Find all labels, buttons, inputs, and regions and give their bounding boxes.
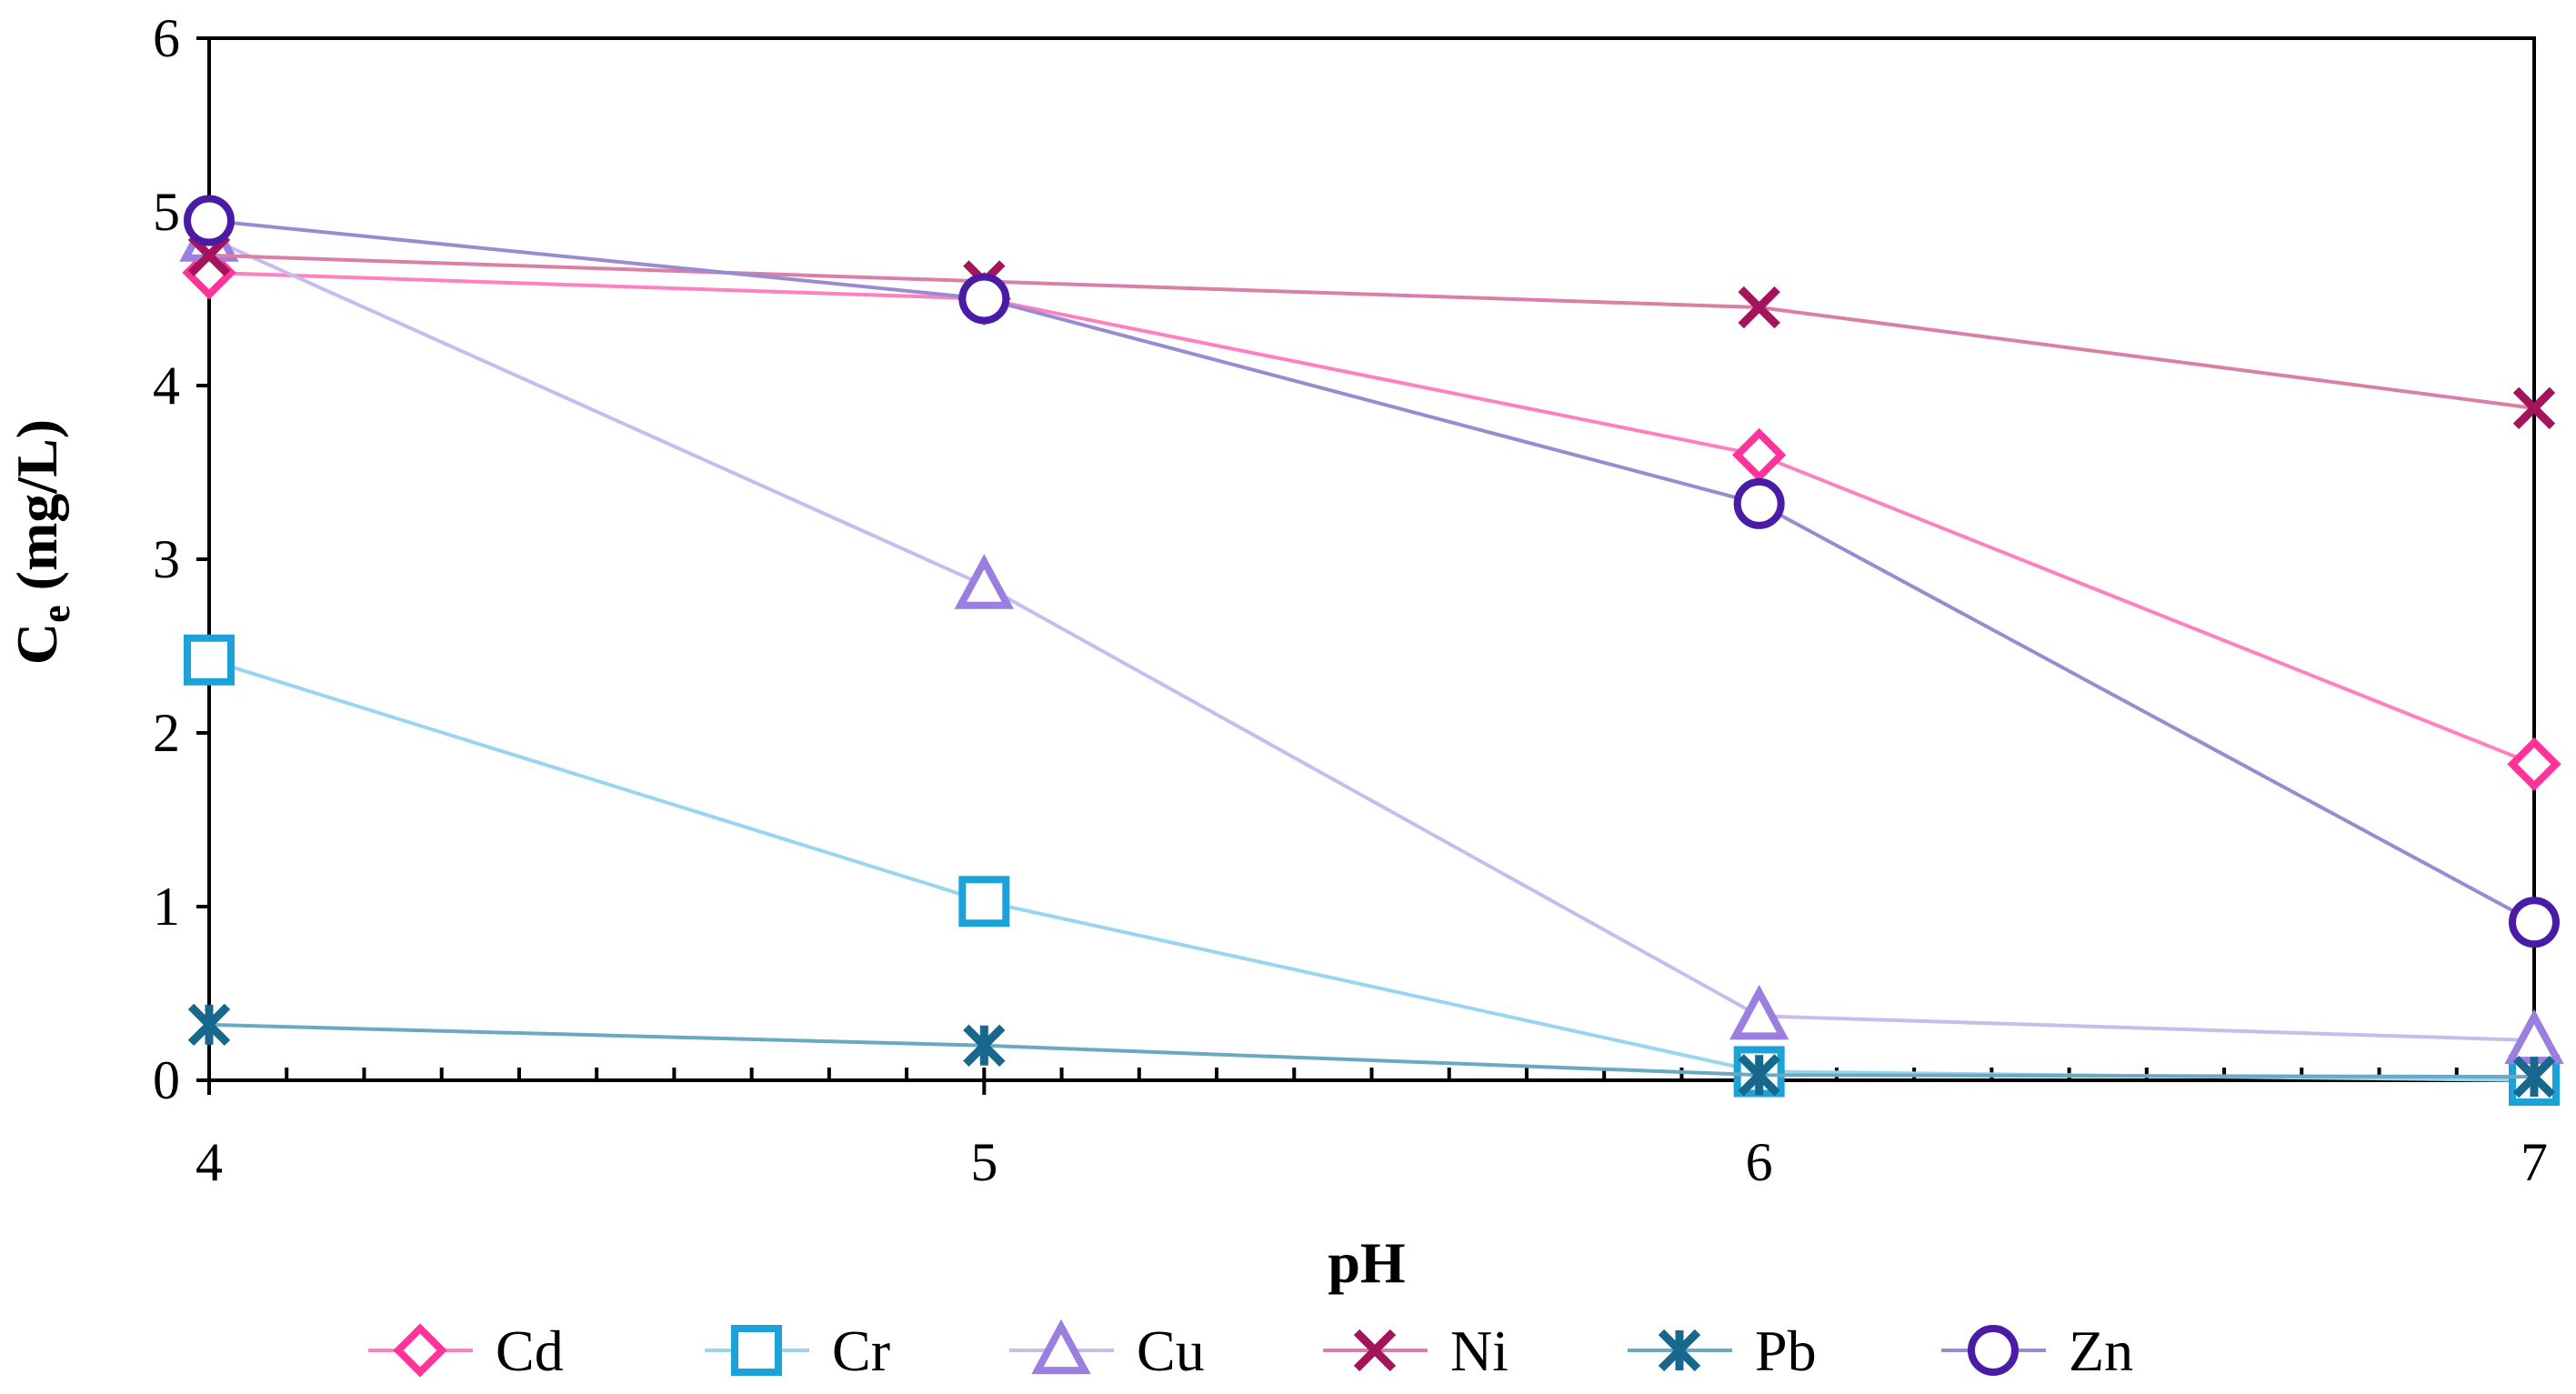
marker-shape xyxy=(184,634,235,686)
legend-label-zn: Zn xyxy=(2069,1319,2133,1383)
legend-marker-zn xyxy=(1968,1325,2019,1376)
marker-shape xyxy=(2509,897,2560,948)
data-point-pb xyxy=(963,1024,1006,1067)
series-pb xyxy=(187,1003,2556,1098)
series-line-ni xyxy=(208,253,2535,410)
marker-stroke xyxy=(2512,386,2556,430)
legend-item-pb: Pb xyxy=(1628,1319,1817,1383)
marker-shape xyxy=(1733,477,1785,529)
data-point-cd xyxy=(2507,737,2561,792)
marker-shape xyxy=(1729,984,1789,1040)
data-point-pb xyxy=(187,1003,231,1047)
plot-frame xyxy=(207,36,2536,1082)
legend-label-pb: Pb xyxy=(1755,1319,1817,1383)
data-point-cu xyxy=(954,554,1015,609)
x-axis-title: pH xyxy=(1328,1230,1405,1295)
series-line-pb xyxy=(208,1022,2535,1079)
y-axis-title-main: C xyxy=(5,623,69,665)
marker-stroke xyxy=(1353,1329,1397,1372)
legend-item-cu: Cu xyxy=(1009,1319,1205,1383)
x-tick-label: 5 xyxy=(970,1132,997,1192)
legend-marker-ni xyxy=(1353,1329,1397,1372)
data-point-pb xyxy=(2512,1055,2556,1098)
y-axis-title-subscript: e xyxy=(34,605,78,623)
legend-label-ni: Ni xyxy=(1450,1319,1509,1383)
legend-item-ni: Ni xyxy=(1323,1319,1509,1383)
data-point-zn xyxy=(958,273,1010,325)
data-point-cd xyxy=(1732,427,1787,483)
series-ni xyxy=(187,234,2556,430)
marker-shape xyxy=(184,195,235,246)
y-tick-label: 0 xyxy=(153,1050,180,1110)
marker-shape xyxy=(1968,1325,2019,1376)
legend-label-cu: Cu xyxy=(1137,1319,1205,1383)
marker-shape xyxy=(958,876,1010,928)
legend: Cd Cr Cu Ni Pb Zn xyxy=(368,1319,2133,1383)
series-line-cr xyxy=(208,657,2535,1082)
legend-marker-cd xyxy=(393,1323,447,1378)
y-axis-title-suffix: (mg/L) xyxy=(5,419,69,605)
marker-shape xyxy=(2507,737,2561,792)
series-line-cu xyxy=(208,236,2535,1043)
legend-marker-pb xyxy=(1658,1329,1701,1372)
legend-marker-cu xyxy=(1031,1319,1091,1375)
y-axis-title: Ce (mg/L) xyxy=(5,419,78,665)
x-axis-ticks: 4 5 6 7 xyxy=(195,1068,2548,1192)
y-tick-label: 1 xyxy=(153,877,180,937)
x-tick-label: 6 xyxy=(1746,1132,1773,1192)
marker-shape xyxy=(1031,1319,1091,1375)
x-tick-label: 7 xyxy=(2521,1132,2548,1192)
series-cu xyxy=(179,206,2564,1065)
series-line-cd xyxy=(208,270,2535,767)
legend-item-cd: Cd xyxy=(368,1319,564,1383)
y-tick-label: 3 xyxy=(153,529,180,589)
data-point-ni xyxy=(1738,286,1780,329)
x-tick-label: 4 xyxy=(195,1132,223,1192)
series-zn xyxy=(184,195,2560,948)
y-tick-label: 6 xyxy=(153,8,180,68)
legend-label-cr: Cr xyxy=(832,1319,890,1383)
data-point-pb xyxy=(1738,1054,1780,1097)
marker-stroke xyxy=(187,234,231,276)
data-point-cu xyxy=(1729,984,1789,1040)
y-tick-label: 2 xyxy=(153,703,180,763)
marker-shape xyxy=(731,1325,782,1376)
y-axis-ticks: 0 1 2 3 4 5 6 xyxy=(153,8,209,1110)
data-point-zn xyxy=(184,195,235,246)
data-point-ni xyxy=(2512,386,2556,430)
marker-shape xyxy=(954,554,1015,609)
data-point-zn xyxy=(1733,477,1785,529)
data-point-cr xyxy=(184,634,235,686)
plot-area xyxy=(207,36,2536,1082)
legend-item-zn: Zn xyxy=(1941,1319,2133,1383)
data-point-ni xyxy=(187,234,231,276)
y-tick-label: 5 xyxy=(153,182,180,242)
legend-marker-cr xyxy=(731,1325,782,1376)
series-cd xyxy=(182,246,2561,792)
marker-shape xyxy=(393,1323,447,1378)
marker-shape xyxy=(958,273,1010,325)
series-line-zn xyxy=(208,218,2535,924)
marker-shape xyxy=(1732,427,1787,483)
series-layer xyxy=(179,195,2564,1106)
data-point-zn xyxy=(2509,897,2560,948)
legend-label-cd: Cd xyxy=(496,1319,564,1383)
marker-stroke xyxy=(1738,286,1780,329)
data-point-cr xyxy=(958,876,1010,928)
legend-item-cr: Cr xyxy=(705,1319,890,1383)
y-tick-label: 4 xyxy=(153,356,180,416)
